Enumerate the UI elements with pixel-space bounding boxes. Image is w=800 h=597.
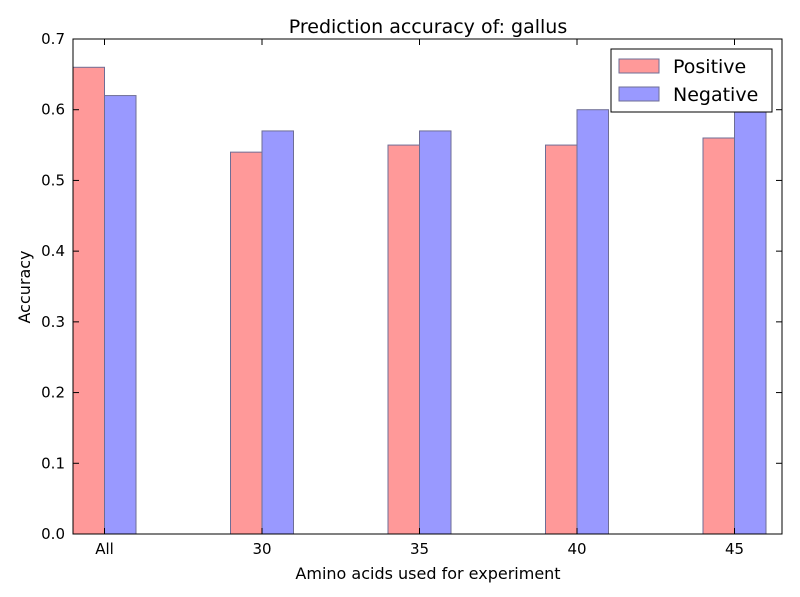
y-axis-label: Accuracy <box>15 250 34 323</box>
bars-layer <box>72 66 767 535</box>
x-tick-label: 40 <box>567 540 586 558</box>
x-tick-label: 35 <box>410 540 429 558</box>
y-tick-label: 0.3 <box>41 313 65 331</box>
y-tick-label: 0.4 <box>41 242 65 260</box>
y-tick-label: 0.6 <box>41 101 65 119</box>
ticks-layer: 0.0 0.1 0.2 0.3 0.4 0.5 0.6 0.7 All 30 35 40 45 <box>41 30 782 558</box>
y-tick-label: 0.5 <box>41 171 65 189</box>
bar-negative-35 <box>419 130 452 535</box>
bar-negative-all <box>104 95 137 535</box>
bar-positive-35 <box>387 144 420 535</box>
bar-positive-30 <box>230 151 263 535</box>
legend-swatch-negative <box>618 86 660 102</box>
bar-positive-all <box>72 66 105 535</box>
bar-negative-45 <box>734 109 767 535</box>
bar-positive-45 <box>702 137 735 535</box>
x-tick-label: 45 <box>725 540 744 558</box>
x-tick-label: All <box>95 540 114 558</box>
x-tick-label: 30 <box>252 540 271 558</box>
legend-swatch-positive <box>618 58 660 74</box>
legend: Positive Negative <box>610 48 773 113</box>
y-tick-label: 0.2 <box>41 384 65 402</box>
y-tick-label: 0.1 <box>41 454 65 472</box>
legend-label-negative: Negative <box>673 84 758 106</box>
chart-title: Prediction accuracy of: gallus <box>289 16 567 38</box>
bar-negative-30 <box>261 130 294 535</box>
x-axis-label: Amino acids used for experiment <box>295 564 560 583</box>
y-tick-label: 0.0 <box>41 525 65 543</box>
bar-negative-40 <box>576 109 609 535</box>
plot-frame <box>72 38 783 535</box>
bar-positive-40 <box>545 144 578 535</box>
y-tick-label: 0.7 <box>41 30 65 48</box>
legend-label-positive: Positive <box>673 56 746 78</box>
